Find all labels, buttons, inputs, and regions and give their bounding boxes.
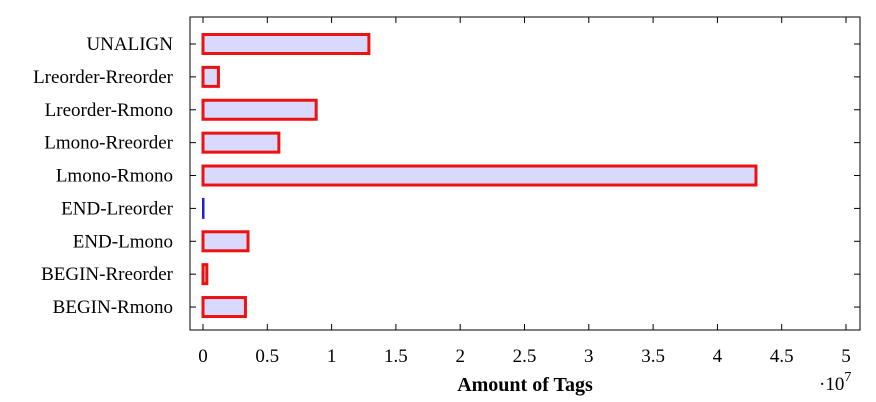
x-tick-label: 0 [198,346,208,367]
x-scale-base: ·10 [819,374,844,395]
x-scale-exponent: 7 [844,370,851,385]
x-tick-label: 1 [327,346,337,367]
x-tick-label: 2 [455,346,465,367]
bar-lmono-rreorder [201,131,281,154]
bars-group [201,33,758,319]
category-label-unalign: UNALIGN [86,34,173,55]
x-tick-label: 1.5 [384,346,408,367]
y-axis-ticks [190,43,860,308]
category-label-lreorder-rreorder: Lreorder-Rreorder [33,67,174,88]
x-tick-label: 5 [841,346,851,367]
bar-begin-rmono [201,296,247,319]
x-scale-label: ·107 [819,370,851,395]
x-tick-label: 4.5 [770,346,794,367]
bar-lmono-rmono [201,164,758,187]
bar-lreorder-rreorder [201,65,220,88]
bar-unalign [201,33,371,55]
x-tick-label: 2.5 [513,346,537,367]
category-label-lmono-rmono: Lmono-Rmono [56,166,173,187]
bar-end-lmono [201,230,250,253]
category-labels: BEGIN-Rmono BEGIN-Rreorder END-Lmono END-Lr… [33,34,174,318]
bar-begin-rreorder [201,263,209,286]
category-label-begin-rmono: BEGIN-Rmono [53,297,173,318]
bar-end-lreorder [202,197,205,219]
x-tick-label: 3.5 [641,346,665,367]
x-tick-label: 0.5 [255,346,279,367]
bar-lreorder-rmono [201,98,318,121]
category-label-end-lmono: END-Lmono [73,231,173,252]
x-axis-ticks: 0 0.5 1 1.5 2 2.5 3 3.5 4 4.5 5 [198,17,851,367]
x-tick-label: 3 [584,346,594,367]
category-label-end-lreorder: END-Lreorder [61,198,174,219]
category-label-lreorder-rmono: Lreorder-Rmono [45,100,173,121]
category-label-lmono-rreorder: Lmono-Rreorder [44,133,173,154]
category-label-begin-rreorder: BEGIN-Rreorder [41,264,174,285]
x-tick-label: 4 [713,346,723,367]
x-axis-title: Amount of Tags [457,374,593,396]
